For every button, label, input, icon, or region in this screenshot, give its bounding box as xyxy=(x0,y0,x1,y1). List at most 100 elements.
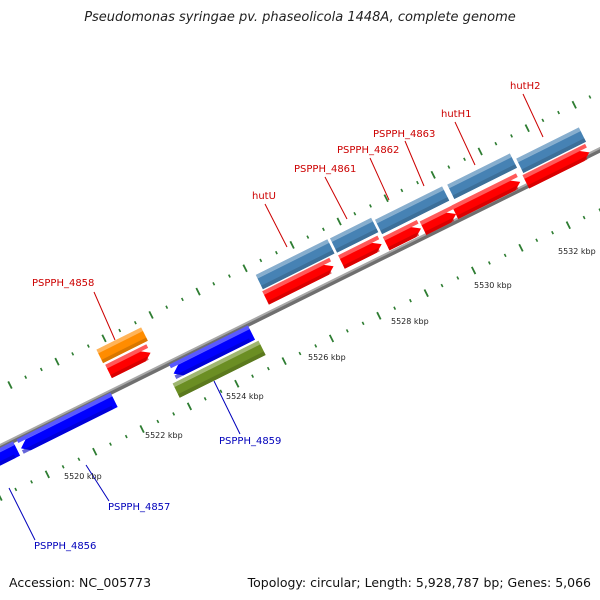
minor-tick xyxy=(14,487,18,492)
minor-tick xyxy=(124,434,128,439)
gene-4861-upper xyxy=(329,217,379,253)
minor-tick xyxy=(456,276,460,280)
minor-tick xyxy=(353,211,357,216)
gene-PSPPH_4862 xyxy=(382,220,422,251)
leader-line xyxy=(404,140,425,187)
major-tick xyxy=(7,381,13,389)
minor-tick xyxy=(219,389,223,394)
major-tick xyxy=(0,494,3,501)
minor-tick xyxy=(77,457,81,462)
minor-tick xyxy=(535,238,539,243)
minor-tick xyxy=(557,110,561,115)
minor-tick xyxy=(86,344,90,348)
gene-4862-upper xyxy=(374,186,450,235)
leader-line xyxy=(522,93,544,138)
minor-tick xyxy=(165,305,169,309)
minor-tick xyxy=(503,253,507,258)
minor-tick xyxy=(109,442,112,446)
minor-tick xyxy=(440,283,444,288)
minor-tick xyxy=(61,465,65,469)
minor-tick xyxy=(494,141,498,146)
gene-label-hutU: hutU xyxy=(252,191,276,202)
backbone-line xyxy=(0,147,600,450)
minor-tick xyxy=(369,204,372,208)
leader-line xyxy=(324,176,348,220)
minor-tick xyxy=(582,215,586,220)
gene-PSPPH_4857 xyxy=(16,392,118,454)
minor-tick xyxy=(393,306,397,311)
tick-label: 5528 kbp xyxy=(391,317,429,326)
minor-tick xyxy=(487,261,491,265)
major-tick xyxy=(565,221,571,230)
minor-tick xyxy=(463,157,466,162)
minor-tick xyxy=(588,95,592,99)
minor-tick xyxy=(133,320,137,325)
gene-label-PSPPH_4861: PSPPH_4861 xyxy=(294,164,356,175)
tick-label: 5524 kbp xyxy=(226,392,264,401)
major-tick xyxy=(524,124,530,133)
map-title: Pseudomonas syringae pv. phaseolicola 14… xyxy=(84,10,516,25)
minor-tick xyxy=(266,366,270,371)
minor-tick xyxy=(306,235,310,239)
major-tick xyxy=(101,334,107,343)
leader-line xyxy=(93,291,116,341)
major-tick xyxy=(477,147,483,156)
minor-tick xyxy=(361,321,365,326)
minor-tick xyxy=(447,165,451,169)
tick-label: 5522 kbp xyxy=(145,431,183,440)
gene-hutH2-upper xyxy=(516,127,586,173)
gene-features xyxy=(0,127,590,466)
tick-label: 5520 kbp xyxy=(64,472,102,481)
minor-tick xyxy=(24,375,28,380)
minor-tick xyxy=(510,134,513,138)
major-tick xyxy=(139,425,145,434)
major-tick xyxy=(376,311,382,320)
gene-blue-middle xyxy=(169,325,256,380)
gene-hutU xyxy=(262,257,334,305)
major-tick xyxy=(195,287,201,296)
gene-PSPPH_4863 xyxy=(419,205,457,235)
gene-PSPPH_4861 xyxy=(338,235,382,269)
major-tick xyxy=(336,217,342,226)
tick-label: 5526 kbp xyxy=(308,353,346,362)
labels: 5520 kbp 5522 kbp 5524 kbp 5526 kbp 5528 kbp… xyxy=(32,81,596,552)
tick-marks xyxy=(0,95,600,501)
major-tick xyxy=(430,170,436,179)
tick-label: 5532 kbp xyxy=(558,247,596,256)
gene-label-hutH2: hutH2 xyxy=(510,81,540,92)
major-tick xyxy=(423,289,429,298)
gene-label-PSPPH_4862: PSPPH_4862 xyxy=(337,145,399,156)
major-tick xyxy=(328,334,335,343)
major-tick xyxy=(383,194,389,203)
gene-hutH2 xyxy=(522,143,590,189)
gene-PSPPH_4859 xyxy=(172,340,266,398)
gene-label-PSPPH_4857: PSPPH_4857 xyxy=(108,502,170,513)
minor-tick xyxy=(71,352,75,356)
minor-tick xyxy=(409,298,412,303)
major-tick xyxy=(44,470,50,479)
major-tick xyxy=(186,402,193,411)
major-tick xyxy=(281,357,287,366)
minor-tick xyxy=(203,397,207,401)
gene-PSPPH_4856 xyxy=(0,441,21,466)
leader-line xyxy=(85,464,110,502)
minor-tick xyxy=(275,250,278,255)
minor-tick xyxy=(30,480,34,484)
major-tick xyxy=(148,310,154,319)
leader-line xyxy=(213,380,241,435)
backbone-highlight xyxy=(0,146,600,447)
minor-tick xyxy=(298,351,302,356)
gene-PSPPH_4858 xyxy=(96,327,148,364)
tick-label: 5530 kbp xyxy=(474,281,512,290)
gene-PSPPH_4858-red xyxy=(105,344,151,379)
minor-tick xyxy=(39,367,43,372)
gene-hutH1 xyxy=(451,173,521,219)
label-leaders xyxy=(8,93,544,541)
minor-tick xyxy=(118,328,122,333)
minor-tick xyxy=(180,297,184,302)
minor-tick xyxy=(259,258,263,263)
leader-line xyxy=(8,487,36,541)
gene-hutH1-upper xyxy=(447,153,517,199)
minor-tick xyxy=(212,282,216,286)
minor-tick xyxy=(251,374,255,378)
